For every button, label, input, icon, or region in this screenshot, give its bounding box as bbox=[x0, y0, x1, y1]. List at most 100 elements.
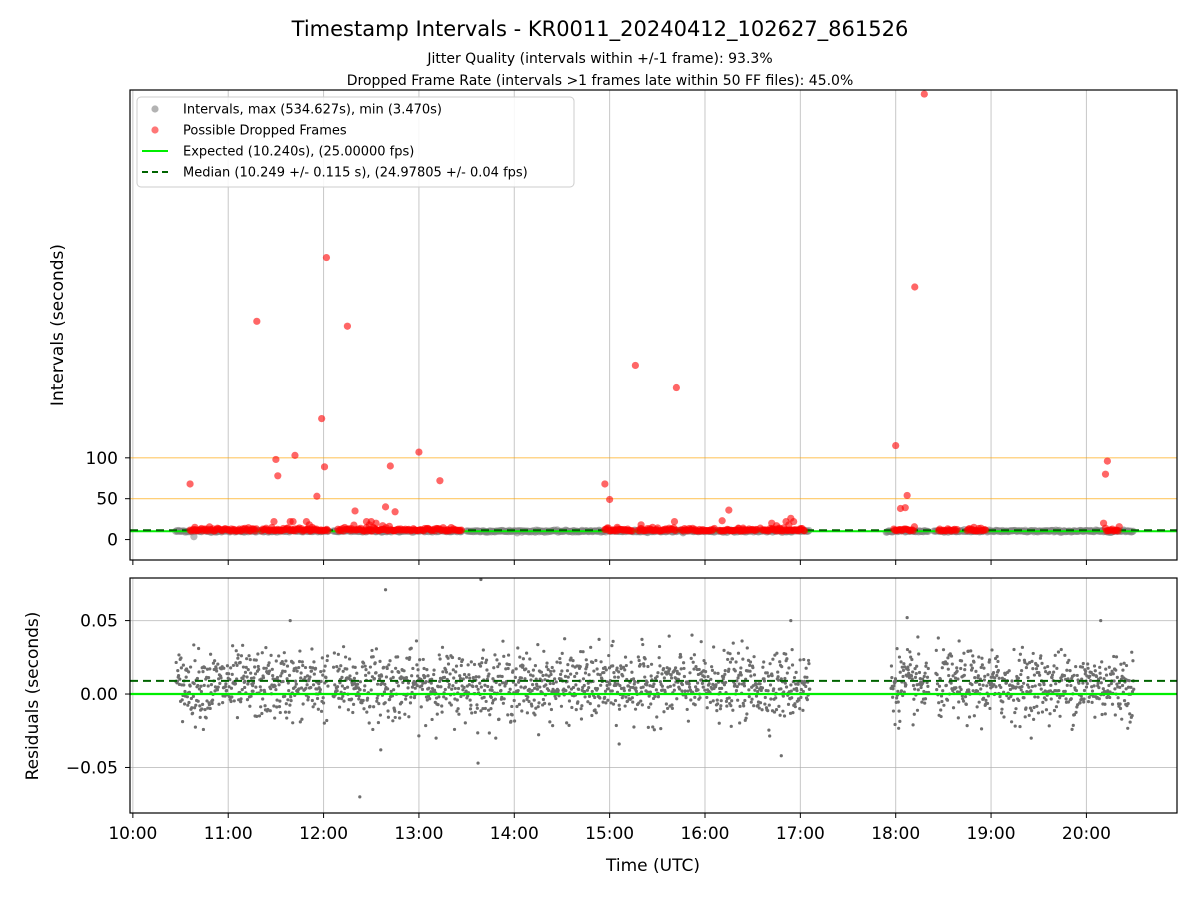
residual-point bbox=[731, 641, 735, 645]
residual-point bbox=[551, 681, 556, 686]
residual-point bbox=[1016, 682, 1020, 686]
residual-point bbox=[458, 676, 463, 681]
residual-point bbox=[913, 675, 918, 679]
residual-point bbox=[256, 652, 260, 656]
residual-point bbox=[603, 689, 608, 693]
residual-point bbox=[441, 670, 445, 674]
residual-point bbox=[183, 689, 187, 694]
residual-point bbox=[922, 689, 926, 694]
residual-point bbox=[962, 651, 966, 655]
residual-point bbox=[954, 686, 958, 690]
residual-point bbox=[597, 637, 601, 641]
residual-point bbox=[489, 695, 493, 700]
residual-point bbox=[309, 685, 313, 690]
residual-point bbox=[567, 723, 571, 727]
dropped-frame-point bbox=[351, 507, 359, 515]
residual-point bbox=[1024, 665, 1029, 670]
residual-point bbox=[1008, 687, 1012, 692]
residual-point bbox=[241, 643, 245, 647]
residual-point bbox=[471, 684, 475, 689]
residual-point bbox=[605, 683, 609, 688]
residual-point bbox=[1086, 662, 1090, 666]
residual-point bbox=[455, 709, 459, 713]
residual-point bbox=[1120, 717, 1124, 721]
interval-point-min bbox=[190, 533, 198, 541]
residual-point bbox=[1101, 687, 1105, 691]
residual-point bbox=[269, 653, 273, 657]
residual-point bbox=[924, 664, 928, 668]
residual-point bbox=[694, 664, 698, 669]
residual-point bbox=[1008, 683, 1012, 687]
residual-point bbox=[728, 660, 733, 664]
residual-point bbox=[559, 704, 564, 708]
residual-point bbox=[656, 671, 660, 675]
residual-point bbox=[558, 661, 562, 665]
residual-point bbox=[666, 685, 670, 689]
residual-point bbox=[640, 703, 644, 707]
residual-point bbox=[516, 646, 520, 650]
residual-point bbox=[802, 657, 806, 662]
residual-point bbox=[1110, 669, 1114, 673]
residual-point bbox=[1043, 666, 1047, 670]
residual-point bbox=[295, 669, 299, 673]
residual-point bbox=[604, 668, 608, 672]
residual-point bbox=[257, 667, 261, 671]
residual-point bbox=[442, 695, 446, 699]
residual-point bbox=[894, 679, 898, 683]
residual-point bbox=[463, 721, 467, 725]
residual-point bbox=[610, 689, 614, 693]
residual-point bbox=[219, 676, 223, 680]
residual-point bbox=[1109, 681, 1113, 686]
residual-point bbox=[269, 687, 273, 691]
residual-point bbox=[776, 670, 780, 674]
residual-point bbox=[444, 668, 448, 672]
residual-point bbox=[693, 703, 697, 707]
residual-point bbox=[657, 656, 661, 660]
residual-point bbox=[539, 670, 544, 674]
residual-point bbox=[1130, 690, 1135, 694]
residual-point bbox=[455, 698, 459, 702]
residual-point bbox=[1126, 685, 1131, 689]
residual-point bbox=[510, 704, 514, 709]
residual-point bbox=[188, 665, 193, 669]
residual-point bbox=[1012, 647, 1016, 652]
residual-point bbox=[1023, 660, 1027, 665]
residual-point bbox=[487, 731, 491, 735]
residual-point bbox=[1041, 700, 1045, 704]
residual-point bbox=[1122, 699, 1127, 703]
residual-point bbox=[1081, 681, 1085, 685]
residual-point bbox=[770, 674, 774, 678]
residual-point bbox=[639, 690, 644, 694]
residual-point bbox=[478, 664, 483, 668]
residual-point bbox=[897, 709, 901, 713]
residual-point bbox=[715, 698, 719, 702]
residual-point bbox=[909, 674, 914, 678]
residual-point bbox=[1063, 689, 1067, 693]
residual-point bbox=[319, 709, 324, 713]
residual-point bbox=[367, 671, 371, 675]
residual-point bbox=[1108, 690, 1112, 694]
residual-point bbox=[647, 705, 651, 709]
residual-point bbox=[201, 702, 205, 706]
residual-point bbox=[669, 673, 673, 677]
residual-point bbox=[794, 670, 798, 674]
residual-point bbox=[526, 695, 530, 699]
residual-point bbox=[517, 678, 521, 683]
residual-point bbox=[1103, 702, 1107, 706]
residual-point bbox=[299, 671, 303, 675]
residual-point bbox=[245, 675, 249, 679]
residual-point bbox=[780, 665, 784, 669]
x-tick-label-1: 11:00 bbox=[204, 824, 253, 844]
residual-point bbox=[554, 696, 558, 701]
residual-point bbox=[977, 655, 981, 659]
residual-point bbox=[487, 672, 491, 676]
residual-point bbox=[311, 705, 315, 709]
residual-point bbox=[336, 652, 340, 656]
residual-point bbox=[1018, 685, 1022, 689]
residual-point bbox=[995, 673, 999, 678]
residual-point bbox=[325, 654, 330, 658]
residual-point bbox=[403, 712, 407, 716]
residual-point bbox=[502, 654, 506, 658]
residual-point bbox=[287, 673, 292, 677]
residual-point bbox=[967, 715, 972, 719]
